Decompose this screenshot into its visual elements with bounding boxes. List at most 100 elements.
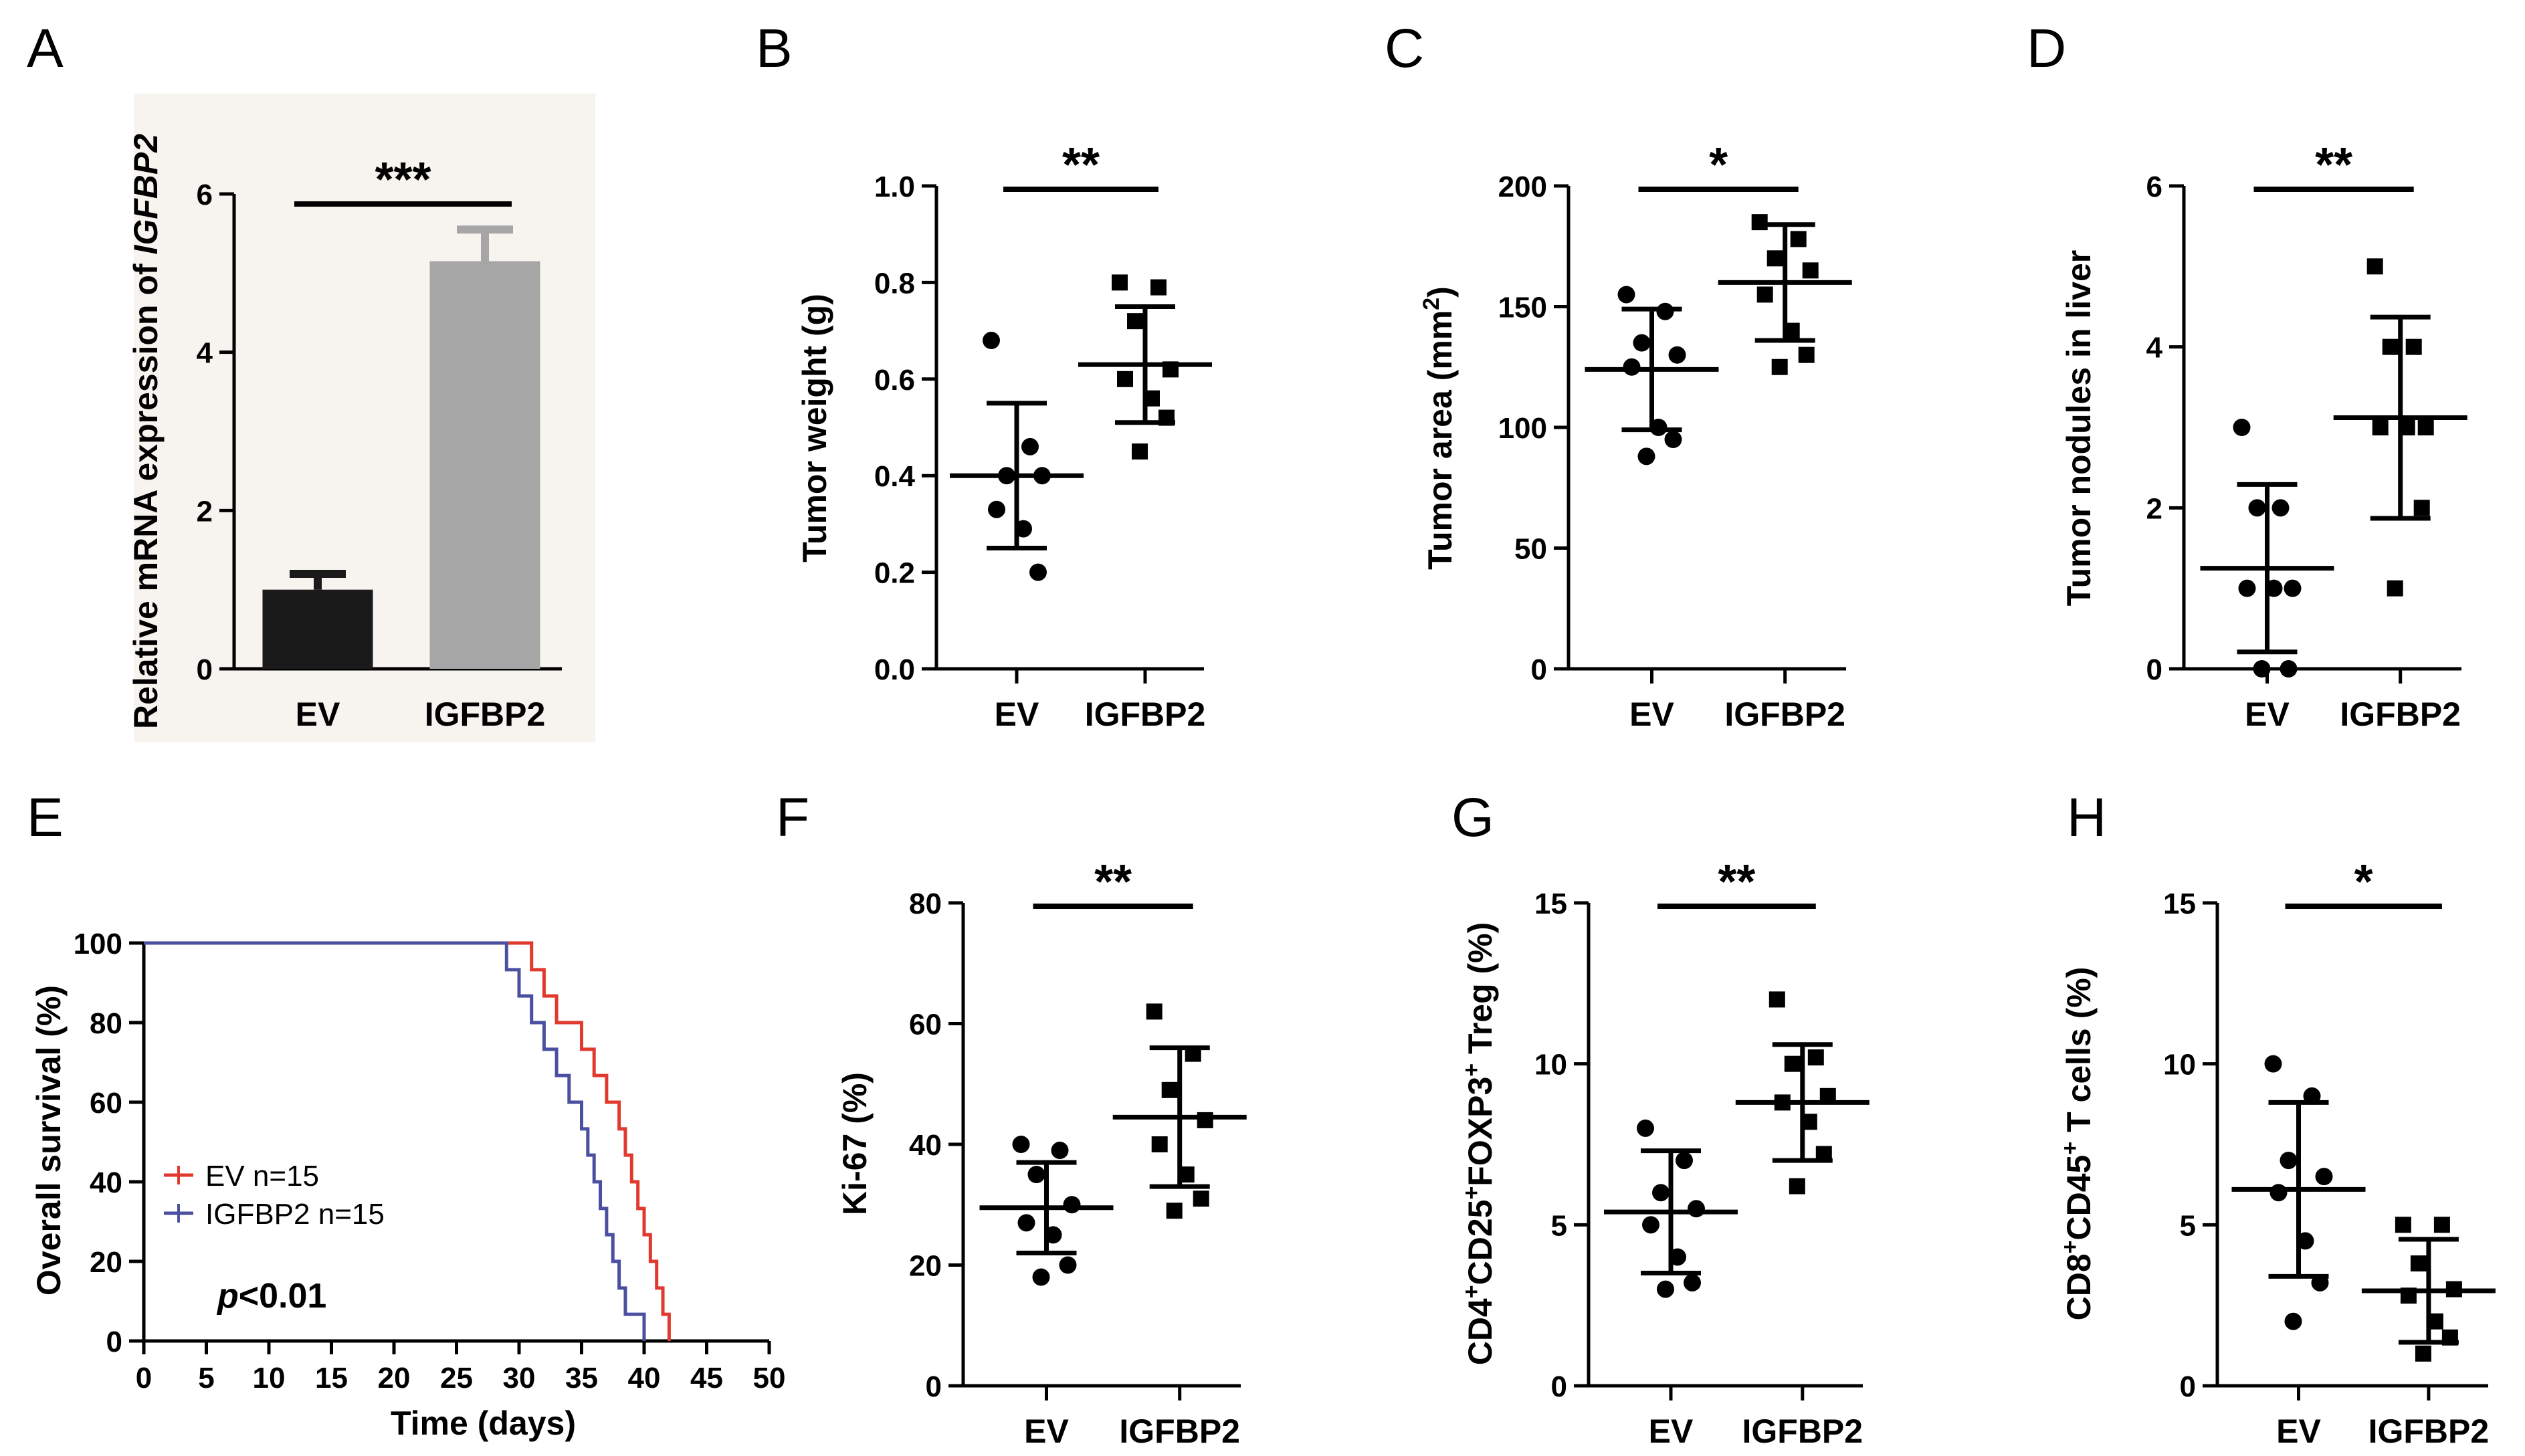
data-point-square: [1150, 279, 1167, 296]
survival-line-ev: [144, 941, 671, 1341]
data-point-circle: [2269, 1184, 2288, 1202]
panel-label-g: G: [1451, 787, 1494, 848]
data-point-circle: [1029, 563, 1047, 581]
y-tick-label-f: 20: [909, 1250, 942, 1283]
data-point-circle: [1642, 1216, 1659, 1234]
y-tick-label-f: 60: [909, 1009, 942, 1041]
y-tick-label-e: 0: [106, 1326, 122, 1358]
y-tick-label-g: 15: [1534, 888, 1567, 920]
data-point-square: [2417, 419, 2434, 435]
y-axis-title-part: +: [1459, 1063, 1484, 1077]
y-tick-label-d: 4: [2146, 332, 2163, 365]
data-point-square: [1193, 1190, 1209, 1207]
x-tick-label-c: IGFBP2: [1724, 696, 1845, 733]
data-point-circle: [2284, 579, 2302, 597]
y-tick-label-e: 40: [90, 1166, 122, 1199]
data-point-square: [1112, 274, 1128, 291]
y-tick-label-g: 10: [1534, 1049, 1567, 1081]
y-tick-label-d: 2: [2146, 492, 2162, 525]
data-point-circle: [2271, 499, 2290, 517]
data-point-circle: [1017, 1214, 1035, 1232]
data-point-square: [1802, 262, 1819, 279]
data-point-circle: [1051, 1142, 1069, 1160]
y-axis-title-part: 2: [1419, 298, 1444, 310]
y-tick-label-g: 0: [1551, 1370, 1567, 1403]
y-axis-title-g: CD4+CD25+FOXP3+ Treg (%): [1459, 922, 1499, 1366]
y-axis-title-part: CD4: [1461, 1298, 1499, 1365]
data-point-square: [2427, 1313, 2443, 1330]
panel-label-b: B: [756, 18, 793, 79]
panel-label-d: D: [2027, 18, 2066, 79]
data-point-square: [1144, 390, 1160, 407]
data-point-circle: [1637, 447, 1655, 465]
y-tick-label-f: 40: [909, 1129, 942, 1162]
y-tick-label-c: 50: [1514, 533, 1547, 566]
y-tick-label-f: 80: [909, 888, 942, 920]
y-tick-label-h: 15: [2163, 888, 2196, 920]
data-point-circle: [2233, 419, 2251, 436]
data-point-square: [1132, 443, 1148, 460]
y-tick-label-c: 150: [1498, 292, 1547, 324]
data-point-circle: [1032, 1268, 1050, 1286]
data-point-square: [1158, 409, 1175, 426]
y-axis-title-f: Ki-67 (%): [836, 1072, 874, 1215]
x-tick-label-e: 30: [503, 1362, 536, 1394]
data-point-circle: [1676, 1152, 1693, 1170]
y-axis-title-part: IGFBP2: [127, 134, 165, 255]
data-point-square: [1774, 1094, 1791, 1111]
panel-label-a: A: [27, 18, 64, 79]
y-tick-label-b: 0.0: [874, 653, 915, 686]
data-point-circle: [2315, 1168, 2333, 1186]
data-point-square: [2415, 1345, 2431, 1362]
y-axis-title-part: Tumor area (mm: [1421, 310, 1459, 570]
data-point-square: [1784, 1055, 1801, 1072]
x-tick-label-d: EV: [2245, 696, 2290, 733]
data-point-circle: [2264, 1055, 2282, 1073]
data-point-square: [1163, 361, 1179, 378]
y-tick-label-f: 0: [926, 1370, 942, 1403]
panel-c: 0 50 100 150 200 EV IGFBP2 Tumor area (mm2) *: [1419, 138, 1852, 733]
data-point-circle: [2303, 1087, 2321, 1105]
y-tick-label-b: 0.8: [874, 267, 915, 300]
significance-label-g: **: [1718, 855, 1755, 909]
data-point-square: [1819, 1087, 1836, 1104]
y-axis-title-part: +: [1459, 1285, 1484, 1298]
y-axis-title-part: Tumor nodules in liver: [2060, 250, 2098, 606]
y-tick-label-a: 4: [197, 337, 213, 370]
x-tick-label-f: IGFBP2: [1119, 1413, 1240, 1450]
x-tick-label-e: 20: [378, 1362, 411, 1394]
data-point-square: [1161, 1081, 1178, 1098]
x-tick-label-b: IGFBP2: [1085, 696, 1206, 733]
data-point-square: [2366, 258, 2383, 275]
data-point-square: [2399, 419, 2415, 435]
y-axis-title-part: CD25: [1461, 1200, 1499, 1285]
x-tick-label-c: EV: [1629, 696, 1674, 733]
panel-label-e: E: [27, 787, 64, 848]
data-point-circle: [2238, 579, 2256, 597]
y-axis-title-b: Tumor weight (g): [796, 294, 833, 562]
y-tick-label-h: 10: [2163, 1049, 2196, 1081]
y-axis-title-part: ): [1421, 286, 1459, 298]
data-point-circle: [2280, 1152, 2298, 1170]
legend-label: EV n=15: [205, 1160, 319, 1192]
data-point-circle: [1015, 520, 1032, 538]
data-point-square: [1151, 1136, 1168, 1152]
data-point-square: [1117, 371, 1133, 387]
y-tick-label-c: 0: [1531, 653, 1547, 686]
data-point-circle: [1649, 419, 1668, 436]
y-tick-label-b: 0.4: [874, 460, 916, 493]
data-point-circle: [1637, 1119, 1654, 1137]
data-point-square: [2413, 500, 2430, 516]
x-tick-label-h: EV: [2276, 1413, 2321, 1450]
data-point-square: [1783, 322, 1800, 339]
x-tick-label-e: 40: [628, 1362, 661, 1394]
data-point-square: [1771, 358, 1788, 375]
x-tick-label-a: EV: [296, 696, 340, 733]
data-point-circle: [1664, 431, 1682, 449]
bar-igfbp2: [429, 261, 540, 669]
data-point-square: [2433, 1217, 2450, 1233]
data-point-square: [2405, 338, 2422, 355]
